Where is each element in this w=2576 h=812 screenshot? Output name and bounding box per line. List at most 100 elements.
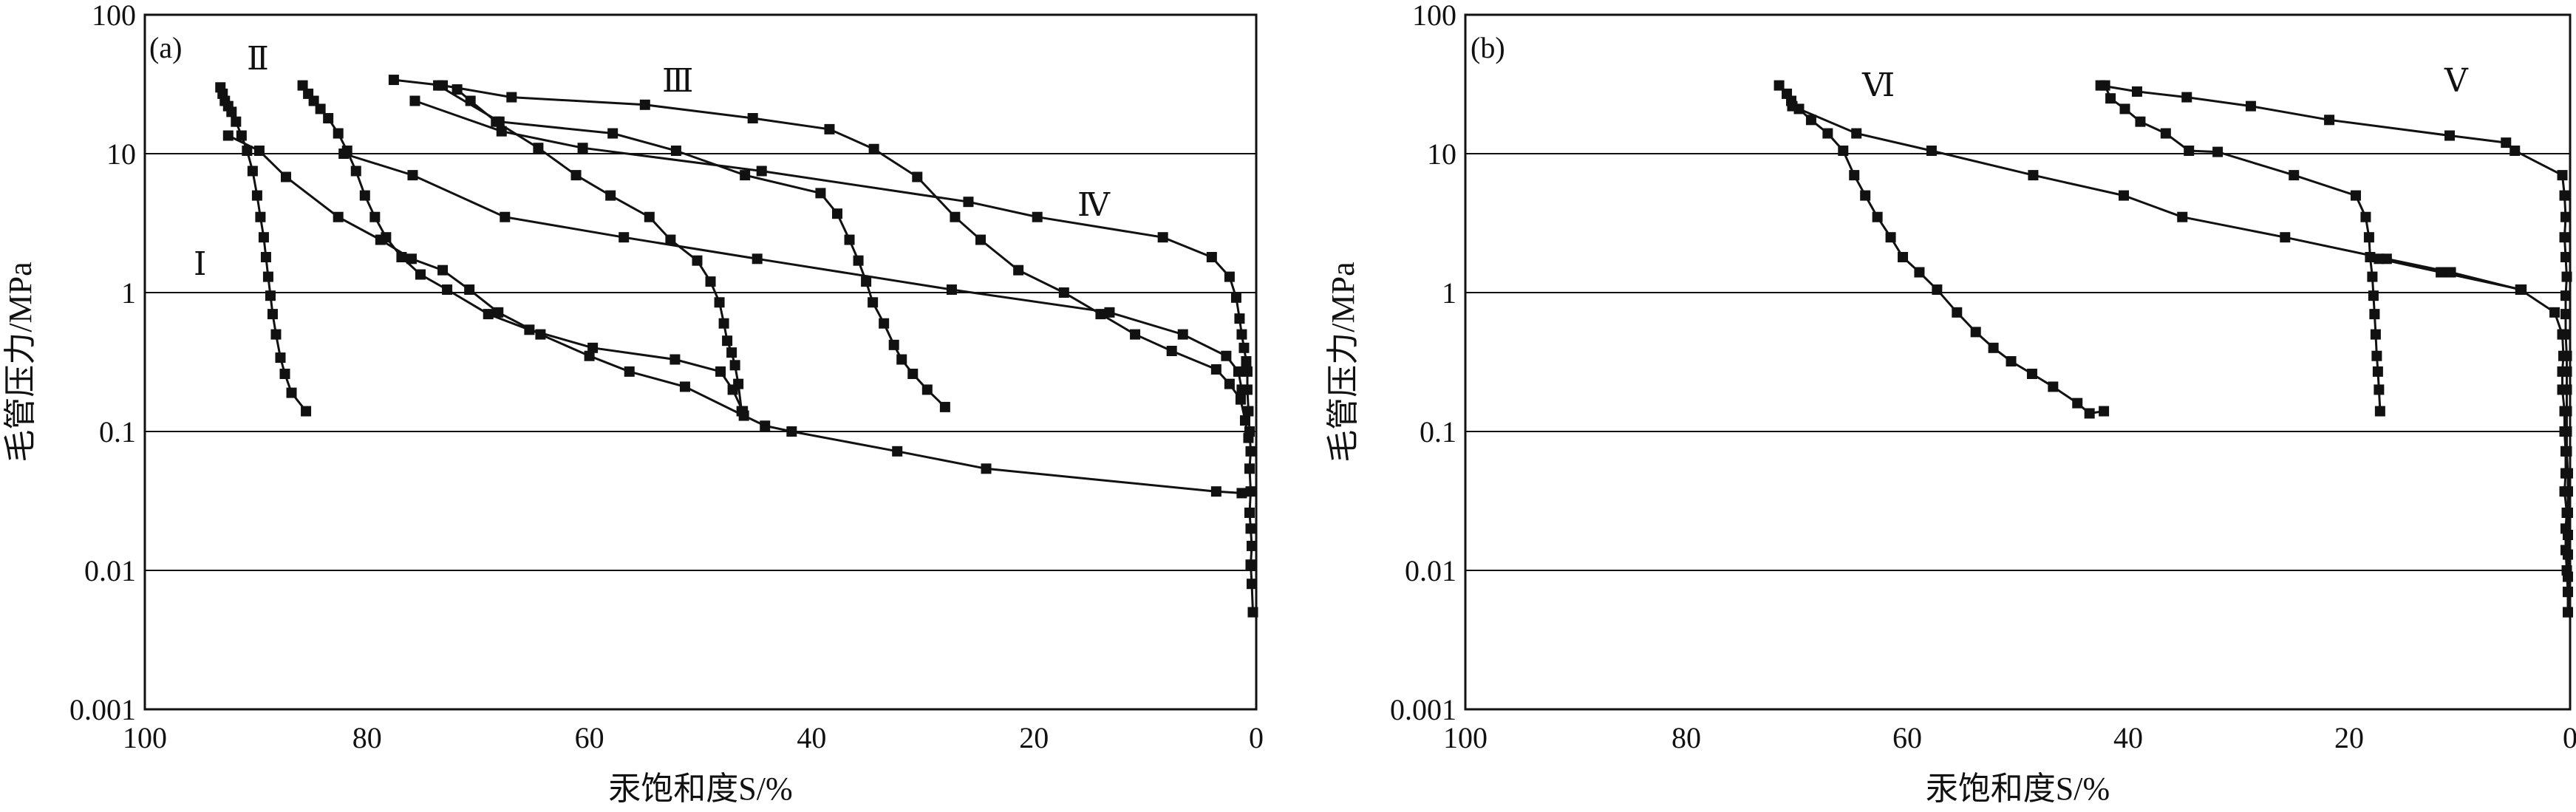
data-point [2324, 115, 2335, 126]
x-tick-label: 80 [352, 721, 382, 754]
data-point [1236, 488, 1247, 499]
data-point [535, 329, 546, 340]
data-point [308, 95, 319, 106]
data-point [506, 92, 517, 103]
data-point [1032, 211, 1043, 222]
data-point [2365, 252, 2376, 263]
data-point [2177, 211, 2188, 222]
data-point [2436, 267, 2447, 278]
data-point [946, 284, 957, 296]
data-point [2028, 170, 2039, 181]
data-point [2119, 190, 2130, 201]
data-point [1851, 128, 1862, 139]
data-point [705, 276, 716, 287]
data-point [1822, 128, 1833, 139]
data-point [2374, 406, 2385, 417]
data-point [715, 366, 726, 377]
data-point [718, 318, 729, 329]
curve-label-II: Ⅱ [247, 41, 269, 77]
data-point [2131, 86, 2142, 97]
data-point [2160, 128, 2171, 139]
data-point [1243, 406, 1254, 417]
data-point [2371, 350, 2382, 361]
data-point [2560, 309, 2572, 320]
y-tick-label: 0.001 [69, 693, 136, 726]
data-point [584, 350, 595, 361]
data-point [1224, 271, 1235, 282]
data-point [1885, 232, 1896, 243]
data-point [1932, 284, 1943, 296]
data-point [1177, 329, 1188, 340]
data-point [2374, 253, 2385, 265]
data-point [2105, 93, 2116, 104]
x-tick-label: 40 [797, 721, 826, 754]
data-point [868, 143, 879, 154]
data-point [258, 232, 269, 243]
data-point [726, 347, 737, 358]
data-point [2369, 309, 2380, 320]
data-point [375, 234, 386, 245]
y-tick-label: 10 [106, 137, 136, 171]
data-point [729, 360, 740, 371]
y-axis-title-a: 毛管压力/MPa [2, 262, 38, 462]
data-point [853, 255, 864, 266]
y-tick-label: 0.01 [84, 554, 136, 587]
data-point [1130, 329, 1141, 340]
data-point [1988, 342, 1999, 353]
data-point [1787, 100, 1798, 112]
data-point [2374, 384, 2385, 395]
data-point [2048, 381, 2059, 392]
data-point [1970, 327, 1981, 338]
data-point [333, 211, 344, 222]
data-point [1210, 486, 1221, 497]
data-point [281, 171, 292, 182]
data-point [692, 255, 703, 266]
data-point [2563, 486, 2574, 497]
curve-label-V: Ⅴ [2444, 63, 2469, 99]
x-tick-label: 60 [575, 721, 604, 754]
data-point [323, 113, 334, 124]
data-point [2501, 137, 2512, 149]
data-point [2560, 211, 2572, 222]
data-point [670, 146, 681, 157]
data-point [2559, 232, 2570, 243]
data-point [879, 318, 890, 329]
data-point [2363, 232, 2374, 243]
y-tick-label: 0.1 [99, 415, 136, 448]
data-point [1838, 146, 1849, 157]
data-point [407, 170, 418, 181]
data-point [2181, 92, 2192, 103]
data-point [644, 211, 655, 222]
data-point [760, 420, 771, 431]
data-point [587, 342, 599, 353]
data-point [1245, 446, 1256, 457]
data-point [2549, 307, 2560, 318]
series-line [415, 100, 1254, 613]
data-point [222, 130, 234, 141]
x-tick-label: 0 [2563, 721, 2576, 754]
data-point [939, 401, 950, 412]
data-point [1104, 307, 1115, 318]
series-line [1791, 105, 2569, 613]
data-point [1773, 80, 1785, 91]
data-point [301, 406, 312, 417]
panel-label-a: (a) [149, 31, 182, 64]
data-point [1166, 346, 1177, 357]
panel-a: 0.001 0.01 0.1 1 10 100 100 80 60 40 20 0 毛管压力/MPa… [2, 0, 1264, 807]
data-point [1898, 252, 1909, 263]
data-point [415, 269, 426, 280]
y-tick-label: 0.001 [1390, 693, 1456, 726]
data-point [2516, 284, 2527, 296]
data-point [433, 80, 444, 91]
series-line [2379, 257, 2522, 291]
data-point [338, 149, 350, 159]
data-point [260, 252, 271, 263]
data-point [2557, 170, 2568, 181]
x-tick-label: 40 [2113, 721, 2143, 754]
x-tick-label: 60 [1892, 721, 1922, 754]
series-line [2100, 84, 2569, 613]
data-point [231, 116, 242, 127]
data-point [2026, 368, 2037, 379]
data-point [226, 106, 237, 117]
data-point [297, 80, 308, 91]
